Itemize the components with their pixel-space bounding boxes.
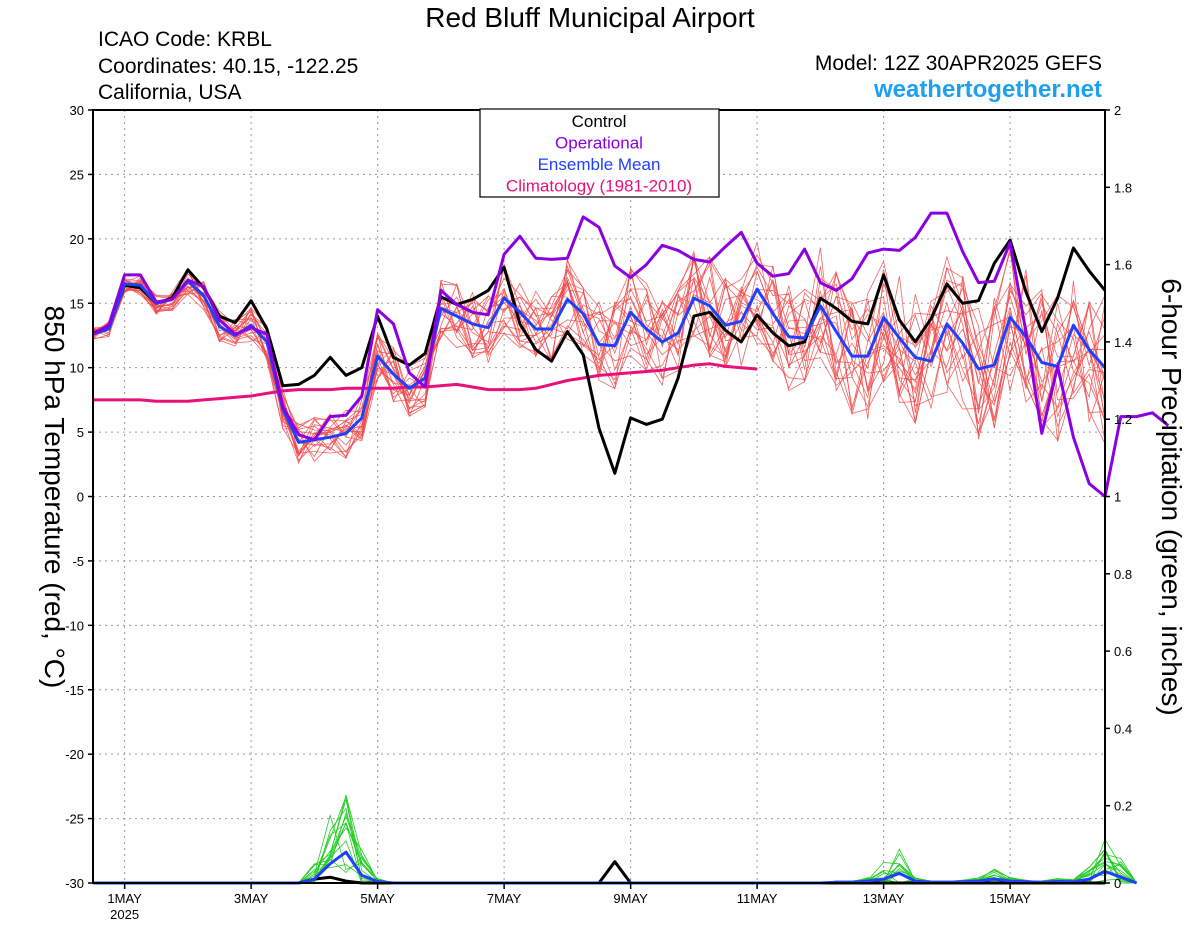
site-name-link[interactable]: weathertogether.net bbox=[873, 76, 1102, 103]
x-tick-label: 11MAY bbox=[737, 891, 778, 906]
operational-line bbox=[92, 211, 1170, 498]
x-tick-label: 7MAY bbox=[487, 891, 522, 906]
precip-member-line bbox=[93, 827, 1137, 884]
precip-member-line bbox=[93, 798, 1137, 884]
x-tick-label: 9MAY bbox=[613, 891, 648, 906]
ensemble-mean-line bbox=[92, 279, 1107, 444]
y-tick-label: 15 bbox=[70, 296, 84, 311]
ensemble-member-line bbox=[92, 242, 1106, 463]
y2-tick-label: 2 bbox=[1114, 103, 1121, 118]
ensemble-members bbox=[92, 242, 1137, 884]
chart-title: Red Bluff Municipal Airport bbox=[425, 2, 755, 33]
ensemble-member-line bbox=[92, 272, 1106, 458]
ensemble-member-line bbox=[92, 247, 1106, 444]
y-tick-label: 10 bbox=[70, 361, 84, 376]
ensemble-member-line bbox=[92, 260, 1106, 446]
y2-axis-label: 6-hour Precipitation (green, inches) bbox=[1156, 278, 1187, 715]
y-tick-label: -25 bbox=[65, 812, 84, 827]
x-tick-year-label: 2025 bbox=[110, 907, 139, 922]
y-tick-label: -20 bbox=[65, 747, 84, 762]
y-tick-label: 0 bbox=[77, 490, 84, 505]
precip-member-line bbox=[93, 822, 1137, 884]
model-run-text: Model: 12Z 30APR2025 GEFS bbox=[814, 52, 1102, 75]
legend-entry: Ensemble Mean bbox=[538, 155, 661, 174]
y2-tick-label: 1.6 bbox=[1114, 258, 1132, 273]
precip-member-line bbox=[93, 793, 1137, 884]
y2-tick-label: 1.8 bbox=[1114, 180, 1132, 195]
y2-tick-label: 1 bbox=[1114, 490, 1121, 505]
precip-member-line bbox=[93, 794, 1137, 884]
precip-member-line bbox=[93, 822, 1137, 884]
y-tick-label: 25 bbox=[70, 167, 84, 182]
y-tick-label: -15 bbox=[65, 683, 84, 698]
y-tick-label: 20 bbox=[70, 232, 84, 247]
legend-entry: Climatology (1981-2010) bbox=[506, 177, 692, 196]
y-tick-label: -5 bbox=[72, 554, 84, 569]
y-tick-label: 30 bbox=[70, 103, 84, 118]
precip-member-line bbox=[93, 813, 1137, 884]
control-line bbox=[92, 238, 1107, 475]
control-precipitation-line bbox=[93, 860, 1105, 885]
legend-box bbox=[479, 108, 720, 198]
y-tick-label: 5 bbox=[77, 425, 84, 440]
precip-member-line bbox=[93, 822, 1137, 884]
precip-member-line bbox=[93, 807, 1137, 884]
y2-tick-label: 0.2 bbox=[1114, 799, 1132, 814]
y2-tick-label: 1.4 bbox=[1114, 335, 1132, 350]
x-tick-label: 1MAY bbox=[107, 891, 142, 906]
y-tick-label: -10 bbox=[65, 618, 84, 633]
y2-tick-label: 1.2 bbox=[1114, 412, 1132, 427]
ensemble-member-line bbox=[92, 256, 1106, 459]
legend-entry: Operational bbox=[555, 134, 643, 153]
axis-ticks: 302520151050-5-10-15-20-25-3021.81.61.41… bbox=[65, 103, 1132, 922]
icao-code-text: ICAO Code: KRBL bbox=[98, 28, 272, 51]
y2-tick-label: 0.4 bbox=[1114, 721, 1132, 736]
x-tick-label: 3MAY bbox=[234, 891, 269, 906]
y2-tick-label: 0 bbox=[1114, 876, 1121, 891]
x-tick-label: 15MAY bbox=[989, 891, 1031, 906]
y-tick-label: -30 bbox=[65, 876, 84, 891]
coordinates-text: Coordinates: 40.15, -122.25 bbox=[98, 55, 359, 78]
y-axis-label: 850 hPa Temperature (red, °C) bbox=[39, 306, 70, 689]
x-tick-label: 5MAY bbox=[360, 891, 395, 906]
location-text: California, USA bbox=[98, 81, 242, 104]
legend: Control Operational Ensemble Mean Climatolo… bbox=[479, 108, 720, 198]
x-tick-label: 13MAY bbox=[863, 891, 905, 906]
precip-member-line bbox=[93, 814, 1137, 884]
legend-entry: Control bbox=[572, 112, 627, 131]
y2-tick-label: 0.6 bbox=[1114, 644, 1132, 659]
precip-member-line bbox=[93, 811, 1137, 884]
y2-tick-label: 0.8 bbox=[1114, 567, 1132, 582]
